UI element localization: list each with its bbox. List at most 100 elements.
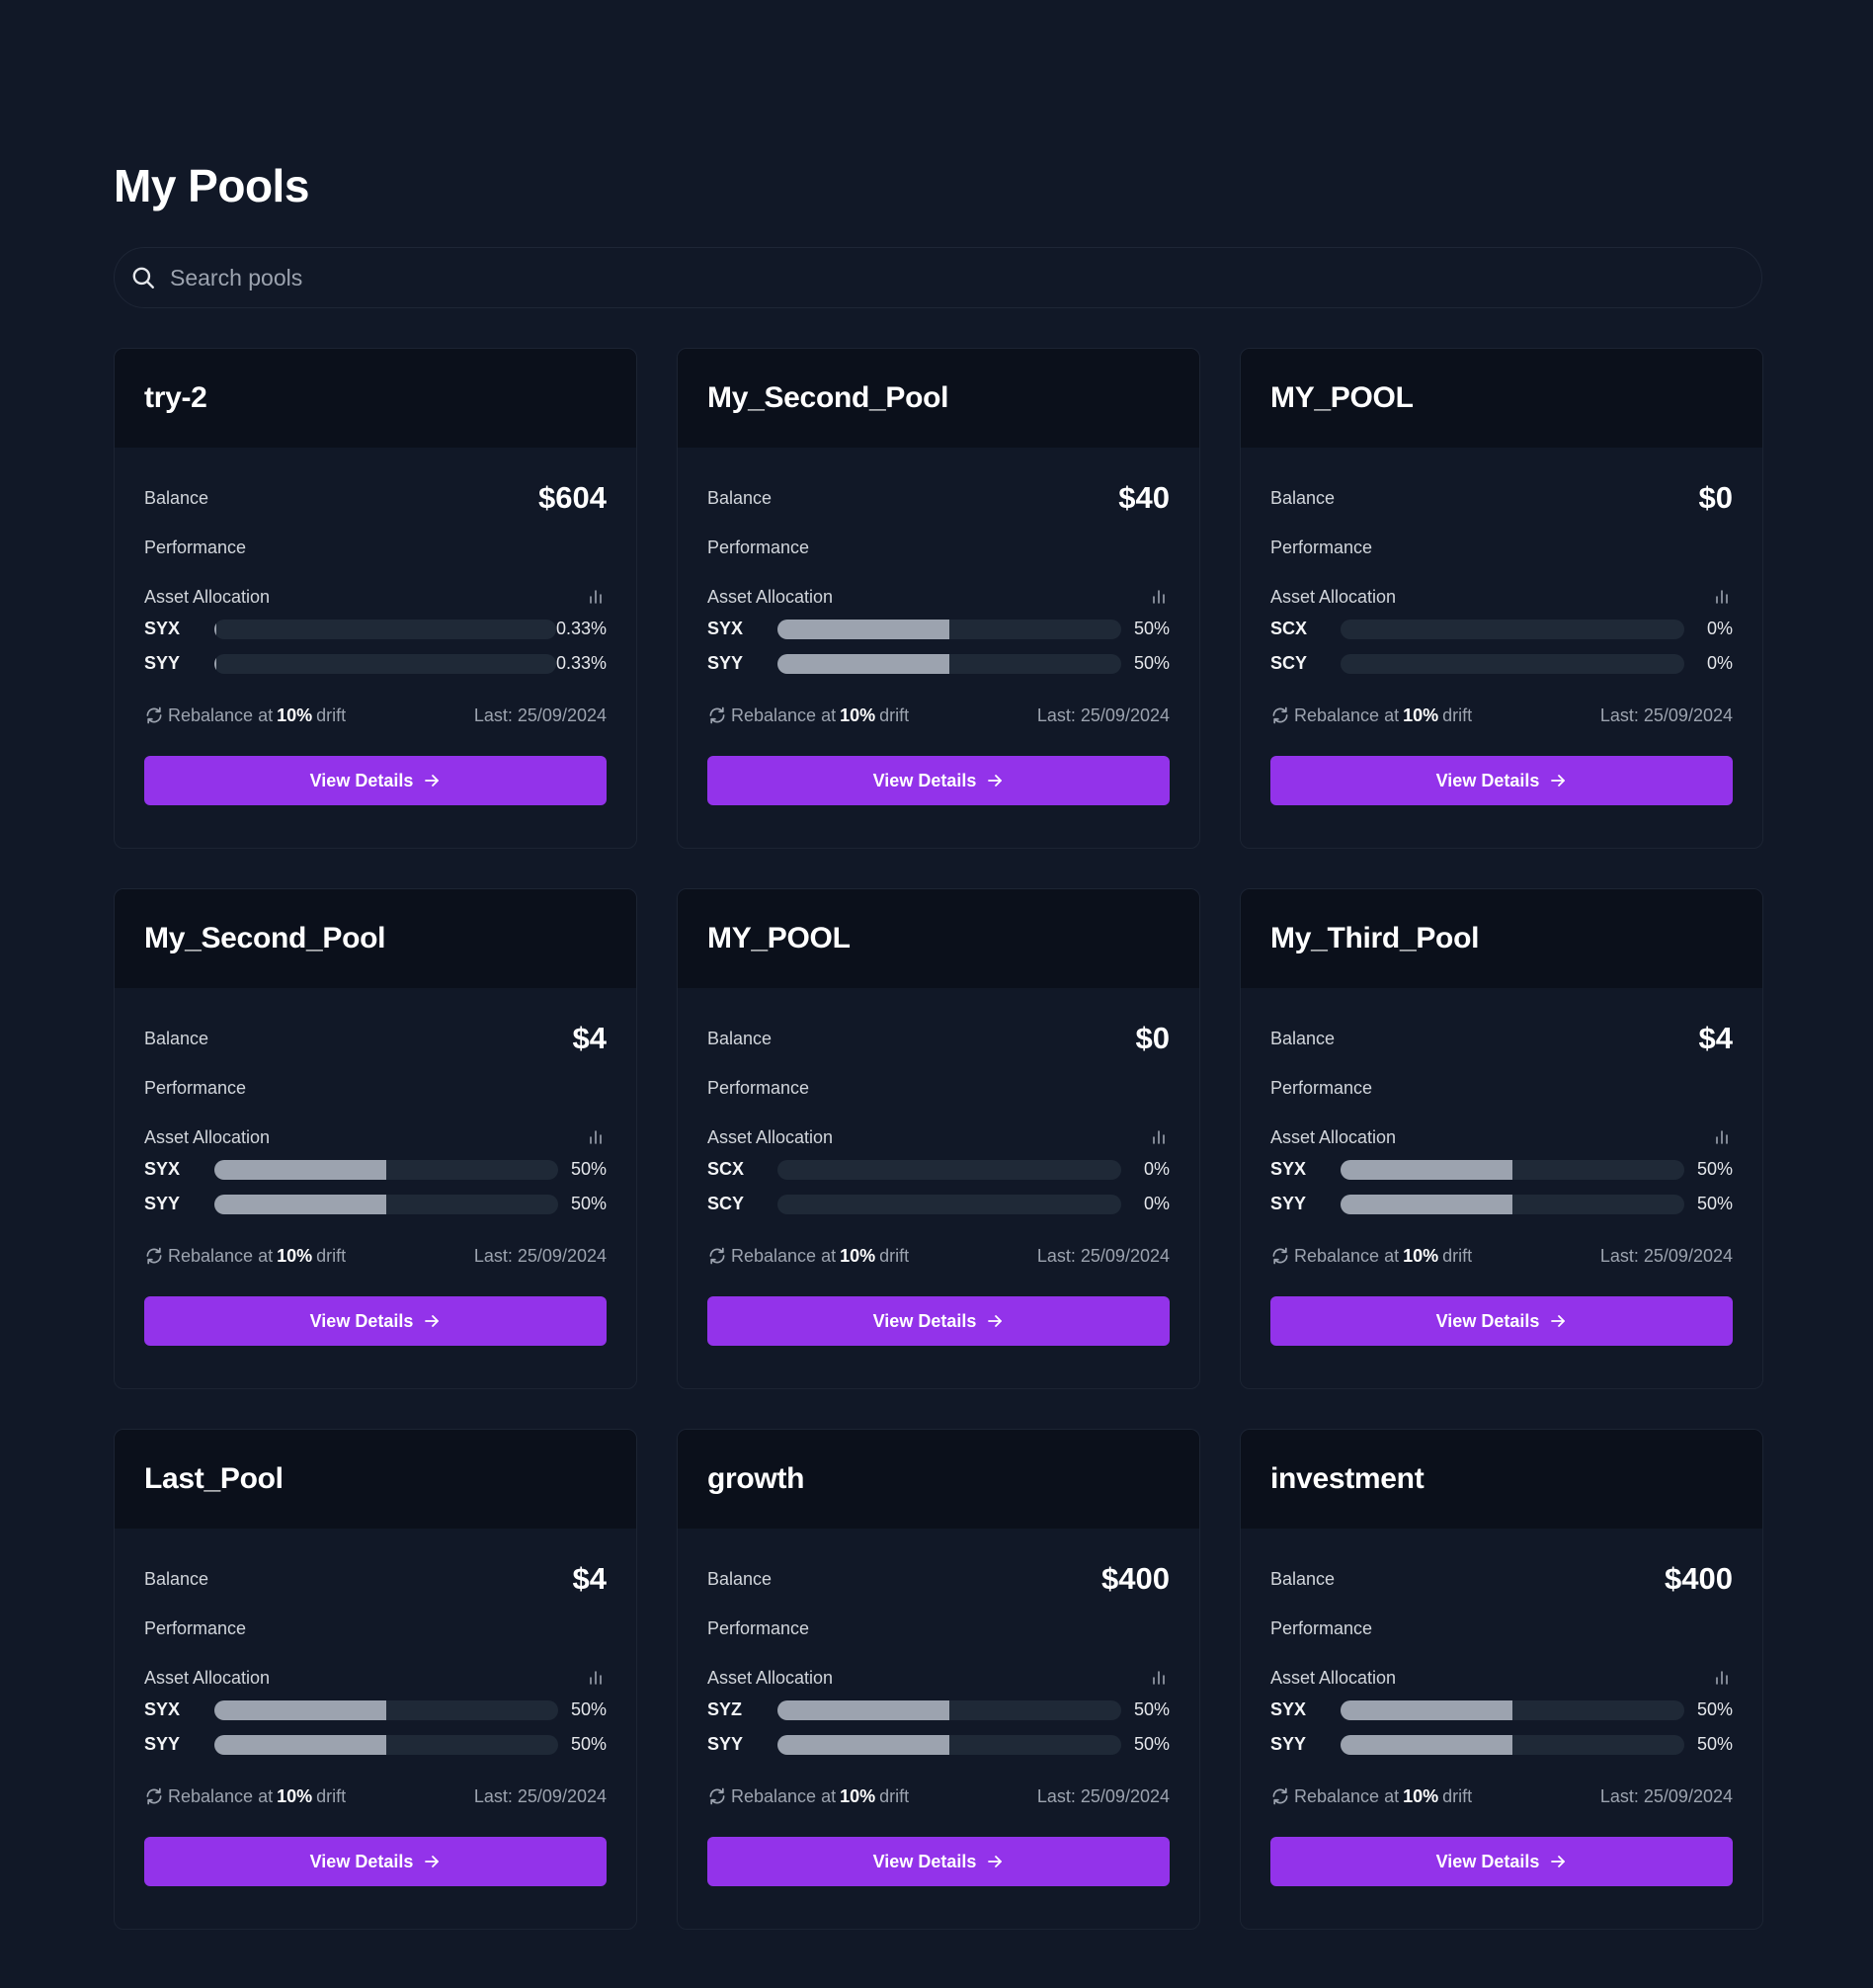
search-bar[interactable] (114, 247, 1762, 308)
view-details-button[interactable]: View Details (1270, 1296, 1733, 1346)
pool-card: growth Balance $400 Performance Asset Al… (677, 1429, 1200, 1930)
rebalance-drift: 10% (1403, 1245, 1439, 1266)
rebalance-info: Rebalance at 10% drift (707, 1786, 909, 1807)
pool-card-header: growth (678, 1430, 1199, 1529)
asset-allocation-label: Asset Allocation (707, 1667, 834, 1688)
asset-allocation-header: Asset Allocation (707, 1122, 1170, 1152)
pool-card-body: Balance $604 Performance Asset Allocatio… (115, 479, 636, 805)
pool-name: My_Third_Pool (1270, 922, 1480, 954)
rebalance-drift: 10% (1403, 1785, 1439, 1806)
asset-symbol: SYX (144, 1699, 181, 1719)
performance-label: Performance (144, 1617, 247, 1638)
performance-row: Performance (1270, 1614, 1733, 1643)
refresh-icon (146, 706, 162, 724)
view-details-button[interactable]: View Details (144, 1837, 607, 1886)
rebalance-row: Rebalance at 10% drift Last: 25/09/2024 (1270, 701, 1733, 730)
rebalance-info: Rebalance at 10% drift (144, 705, 346, 726)
asset-row: SCY 0% (1270, 646, 1733, 681)
asset-row: SYX 50% (144, 1152, 607, 1187)
rebalance-suffix: drift (1442, 1245, 1473, 1266)
asset-percent: 50% (1696, 1699, 1733, 1719)
view-details-button[interactable]: View Details (1270, 1837, 1733, 1886)
performance-row: Performance (707, 1614, 1170, 1643)
rebalance-info: Rebalance at 10% drift (1270, 705, 1472, 726)
balance-row: Balance $400 (707, 1560, 1170, 1598)
allocation-bar-fill (214, 1194, 386, 1214)
asset-allocation-header: Asset Allocation (144, 1122, 607, 1152)
rebalance-row: Rebalance at 10% drift Last: 25/09/2024 (144, 701, 607, 730)
rebalance-drift: 10% (277, 704, 313, 725)
view-details-label: View Details (872, 770, 977, 790)
rebalance-suffix: drift (316, 704, 347, 725)
pool-card-header: investment (1241, 1430, 1762, 1529)
view-details-button[interactable]: View Details (707, 1296, 1170, 1346)
asset-allocation-header: Asset Allocation (707, 1663, 1170, 1693)
allocation-bar (777, 1699, 1121, 1720)
balance-row: Balance $0 (1270, 479, 1733, 517)
asset-allocation-header: Asset Allocation (1270, 1663, 1733, 1693)
performance-label: Performance (707, 1077, 810, 1098)
asset-allocation-header: Asset Allocation (144, 582, 607, 612)
asset-percent: 50% (1133, 653, 1170, 673)
view-details-button[interactable]: View Details (144, 1296, 607, 1346)
rebalance-prefix: Rebalance at (168, 1245, 274, 1266)
bar-chart-icon (1716, 1671, 1728, 1685)
asset-row: SYX 50% (1270, 1693, 1733, 1727)
asset-row: SYX 0.33% (144, 612, 607, 646)
allocation-bar (214, 1699, 558, 1720)
balance-value: $400 (1665, 1561, 1733, 1596)
allocation-bar-fill (213, 653, 217, 674)
performance-label: Performance (1270, 1617, 1373, 1638)
rebalance-info: Rebalance at 10% drift (144, 1786, 346, 1807)
arrow-right-icon (988, 775, 1003, 787)
allocation-bar-fill (1341, 1699, 1512, 1720)
view-details-button[interactable]: View Details (707, 756, 1170, 805)
rebalance-row: Rebalance at 10% drift Last: 25/09/2024 (707, 701, 1170, 730)
allocation-bar (777, 1194, 1121, 1214)
asset-symbol: SYX (1270, 1699, 1307, 1719)
allocation-bar (1341, 1734, 1684, 1755)
allocation-bar (213, 653, 556, 674)
pool-card-header: try-2 (115, 349, 636, 448)
search-input[interactable] (170, 248, 1761, 307)
view-details-label: View Details (872, 1851, 977, 1871)
balance-label: Balance (1270, 1568, 1336, 1589)
rebalance-suffix: drift (316, 1785, 347, 1806)
asset-symbol: SYY (144, 1734, 181, 1754)
asset-percent: 0% (1143, 1159, 1170, 1179)
refresh-icon (709, 1247, 725, 1265)
asset-symbol: SYX (144, 1159, 181, 1179)
view-details-button[interactable]: View Details (144, 756, 607, 805)
balance-row: Balance $604 (144, 479, 607, 517)
asset-allocation-label: Asset Allocation (1270, 586, 1397, 607)
bar-chart-icon (590, 1130, 602, 1144)
view-details-button[interactable]: View Details (707, 1837, 1170, 1886)
rebalance-suffix: drift (879, 704, 910, 725)
asset-percent: 50% (570, 1699, 607, 1719)
balance-value: $0 (1135, 1021, 1170, 1055)
asset-percent: 0% (1706, 619, 1733, 638)
view-details-label: View Details (1435, 1310, 1540, 1331)
rebalance-prefix: Rebalance at (1294, 1245, 1400, 1266)
asset-allocation-label: Asset Allocation (144, 1126, 271, 1147)
pool-name: investment (1270, 1462, 1425, 1495)
rebalance-suffix: drift (879, 1245, 910, 1266)
performance-row: Performance (707, 1073, 1170, 1103)
bar-chart-icon (1716, 1130, 1728, 1144)
asset-row: SYY 50% (1270, 1187, 1733, 1221)
asset-allocation-header: Asset Allocation (1270, 582, 1733, 612)
rebalance-suffix: drift (879, 1785, 910, 1806)
rebalance-row: Rebalance at 10% drift Last: 25/09/2024 (144, 1241, 607, 1271)
pool-card: try-2 Balance $604 Performance Asset All… (114, 348, 637, 849)
performance-label: Performance (144, 1077, 247, 1098)
view-details-label: View Details (872, 1310, 977, 1331)
pool-card: investment Balance $400 Performance Asse… (1240, 1429, 1763, 1930)
view-details-button[interactable]: View Details (1270, 756, 1733, 805)
asset-row: SYX 50% (1270, 1152, 1733, 1187)
balance-row: Balance $0 (707, 1020, 1170, 1057)
asset-symbol: SYY (707, 1734, 744, 1754)
asset-symbol: SCX (1270, 619, 1308, 638)
pool-name: try-2 (144, 381, 207, 414)
allocation-bar-fill (777, 1699, 949, 1720)
pool-name: MY_POOL (1270, 381, 1414, 414)
